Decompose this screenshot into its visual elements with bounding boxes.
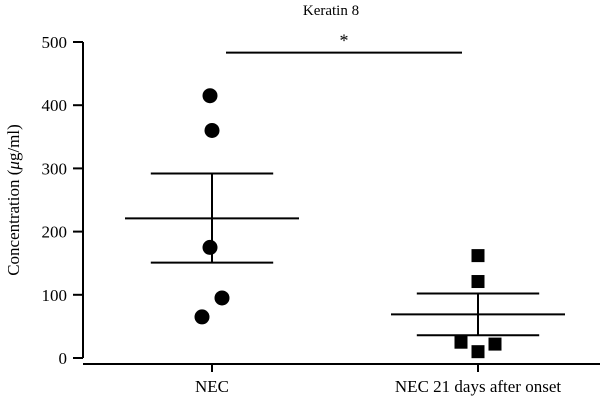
- series-2: [391, 249, 565, 359]
- data-point-1-1: [202, 88, 218, 104]
- y-axis-label-part-1: Concentration (: [4, 169, 23, 276]
- significance-label: *: [340, 31, 349, 51]
- chart-title: Keratin 8: [303, 3, 359, 19]
- data-point-1-4: [214, 290, 230, 306]
- data-point-2-2: [471, 275, 485, 289]
- data-point-2-5: [471, 345, 485, 359]
- series-1: [125, 88, 299, 325]
- y-tick-label-200: 200: [42, 223, 68, 242]
- data-point-1-2: [204, 122, 220, 138]
- data-point-1-5: [194, 309, 210, 325]
- data-point-2-3: [454, 335, 468, 349]
- x-tick-label-2: NEC 21 days after onset: [395, 377, 561, 396]
- y-tick-label-400: 400: [42, 96, 68, 115]
- y-tick-label-100: 100: [42, 286, 68, 305]
- y-axis-label-part-3: g/ml): [4, 124, 23, 161]
- y-tick-label-0: 0: [59, 349, 68, 368]
- y-tick-label-500: 500: [42, 33, 68, 52]
- y-tick-label-300: 300: [42, 159, 68, 178]
- data-marks: *: [125, 31, 565, 359]
- data-point-2-1: [471, 249, 485, 263]
- data-point-2-4: [488, 337, 502, 351]
- data-point-1-3: [202, 239, 218, 255]
- y-axis-label-mu: μ: [4, 161, 23, 171]
- axes: 0 100 200 300 400 500 NEC NEC 21 days after ons…: [42, 33, 600, 396]
- x-tick-label-1: NEC: [195, 377, 229, 396]
- y-axis-label: Concentration (μg/ml): [4, 124, 23, 276]
